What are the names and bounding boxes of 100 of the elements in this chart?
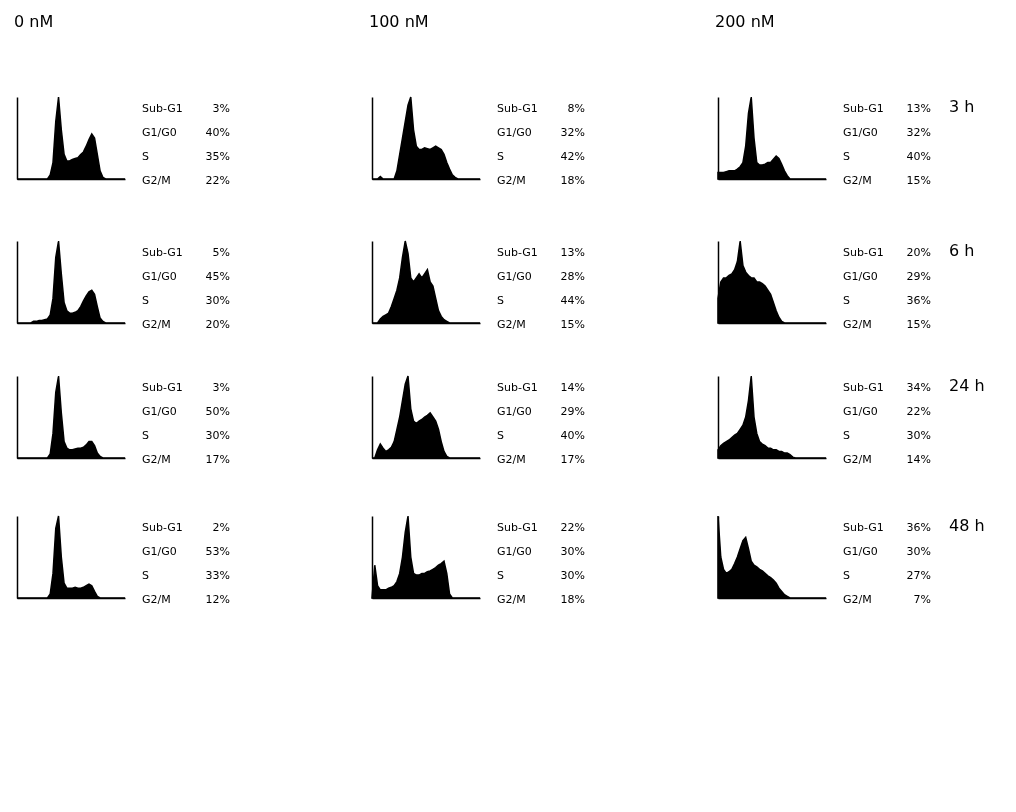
text: Sub-G1 — [142, 102, 183, 115]
text: Sub-G1 — [497, 521, 538, 534]
text: S — [142, 294, 149, 307]
text: G2/M — [142, 453, 171, 466]
text: 18% — [560, 174, 585, 187]
y2-axis-title: 48 h — [949, 516, 985, 535]
text: G2/M — [843, 318, 872, 331]
text: G1/G0 — [142, 405, 177, 418]
text: G1/G0 — [497, 545, 532, 558]
text: 8% — [567, 102, 585, 115]
text: G1/G0 — [843, 405, 878, 418]
text: G1/G0 — [843, 126, 878, 139]
text: G2/M — [142, 174, 171, 187]
text: Sub-G1 — [843, 246, 884, 259]
text: G1/G0 — [142, 545, 177, 558]
text: 20% — [205, 318, 230, 331]
text: 15% — [560, 318, 585, 331]
text: G1/G0 — [497, 405, 532, 418]
text: G1/G0 — [142, 126, 177, 139]
y2-axis-title: 3 h — [949, 97, 975, 116]
text: G2/M — [497, 318, 526, 331]
text: 15% — [906, 174, 931, 187]
text: 17% — [205, 453, 230, 466]
chart-title: 0 nM — [14, 12, 54, 31]
chart-title: 100 nM — [369, 12, 429, 31]
text: 29% — [560, 405, 585, 418]
text: 20% — [906, 246, 931, 259]
text: 13% — [560, 246, 585, 259]
text: S — [497, 429, 504, 442]
text: 22% — [560, 521, 585, 534]
text: 33% — [205, 569, 230, 582]
text: 30% — [205, 429, 230, 442]
text: S — [497, 294, 504, 307]
text: G1/G0 — [843, 270, 878, 283]
text: 30% — [560, 569, 585, 582]
text: 22% — [906, 405, 931, 418]
text: 29% — [906, 270, 931, 283]
text: 22% — [205, 174, 230, 187]
text: Sub-G1 — [843, 102, 884, 115]
text: 2% — [212, 521, 230, 534]
text: Sub-G1 — [843, 521, 884, 534]
text: 36% — [906, 521, 931, 534]
text: 30% — [560, 545, 585, 558]
text: 30% — [205, 294, 230, 307]
text: G2/M — [497, 453, 526, 466]
text: G1/G0 — [497, 270, 532, 283]
text: 3% — [212, 381, 230, 394]
text: 45% — [205, 270, 230, 283]
text: G1/G0 — [142, 270, 177, 283]
text: 42% — [560, 150, 585, 163]
text: 15% — [906, 318, 931, 331]
text: 44% — [560, 294, 585, 307]
text: 50% — [205, 405, 230, 418]
text: S — [843, 569, 850, 582]
text: S — [142, 150, 149, 163]
text: Sub-G1 — [142, 246, 183, 259]
text: G1/G0 — [843, 545, 878, 558]
text: S — [843, 150, 850, 163]
text: 14% — [560, 381, 585, 394]
text: 17% — [560, 453, 585, 466]
text: G2/M — [843, 453, 872, 466]
text: S — [142, 429, 149, 442]
text: 13% — [906, 102, 931, 115]
text: G2/M — [497, 593, 526, 606]
text: 7% — [913, 593, 931, 606]
chart-title: 200 nM — [715, 12, 775, 31]
text: S — [497, 569, 504, 582]
text: 30% — [906, 545, 931, 558]
text: 28% — [560, 270, 585, 283]
text: G2/M — [843, 174, 872, 187]
text: 5% — [212, 246, 230, 259]
text: G2/M — [843, 593, 872, 606]
text: 12% — [205, 593, 230, 606]
text: 27% — [906, 569, 931, 582]
text: 14% — [906, 453, 931, 466]
text: 18% — [560, 593, 585, 606]
text: 3% — [212, 102, 230, 115]
text: S — [497, 150, 504, 163]
y2-axis-title: 24 h — [949, 376, 985, 395]
y2-axis-title: 6 h — [949, 241, 975, 260]
text: G2/M — [497, 174, 526, 187]
text: 34% — [906, 381, 931, 394]
text: 53% — [205, 545, 230, 558]
text: G2/M — [142, 318, 171, 331]
text: 40% — [205, 126, 230, 139]
text: G2/M — [142, 593, 171, 606]
text: S — [843, 429, 850, 442]
text: 32% — [906, 126, 931, 139]
text: 30% — [906, 429, 931, 442]
text: Sub-G1 — [497, 381, 538, 394]
text: Sub-G1 — [142, 381, 183, 394]
text: 32% — [560, 126, 585, 139]
text: S — [142, 569, 149, 582]
text: 35% — [205, 150, 230, 163]
text: 36% — [906, 294, 931, 307]
text: 40% — [906, 150, 931, 163]
text: S — [843, 294, 850, 307]
text: Sub-G1 — [497, 102, 538, 115]
text: G1/G0 — [497, 126, 532, 139]
text: Sub-G1 — [497, 246, 538, 259]
